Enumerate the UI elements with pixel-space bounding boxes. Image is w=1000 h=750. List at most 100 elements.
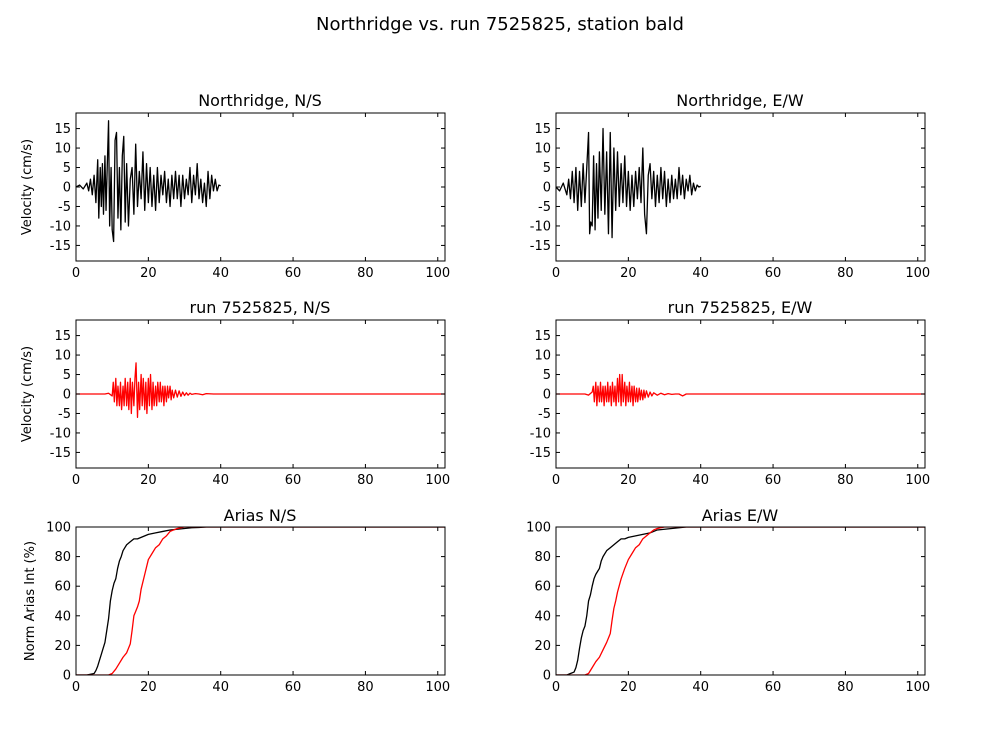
y-tick-label: 15 (534, 329, 551, 344)
panel-title: run 7525825, N/S (190, 298, 331, 317)
y-tick-label: 60 (534, 580, 551, 595)
x-tick-label: 80 (837, 680, 854, 695)
y-axis-label: Norm Arias Int (%) (23, 541, 38, 661)
x-tick-label: 60 (765, 473, 782, 488)
y-tick-label: 40 (54, 609, 71, 624)
x-tick-label: 80 (357, 680, 374, 695)
x-tick-label: 20 (620, 473, 637, 488)
y-tick-label: 10 (54, 142, 71, 157)
y-tick-label: -15 (530, 239, 551, 254)
y-tick-label: -15 (50, 446, 71, 461)
panel-title: run 7525825, E/W (668, 298, 813, 317)
y-tick-label: 0 (543, 181, 551, 196)
y-tick-label: 10 (534, 142, 551, 157)
y-tick-label: 60 (54, 580, 71, 595)
x-tick-label: 40 (692, 680, 709, 695)
y-tick-label: -5 (58, 200, 71, 215)
x-tick-label: 60 (765, 266, 782, 281)
y-tick-label: 100 (46, 521, 71, 536)
y-tick-label: 0 (63, 181, 71, 196)
x-tick-label: 20 (620, 680, 637, 695)
panel-title: Arias N/S (224, 506, 297, 525)
y-tick-label: 10 (54, 349, 71, 364)
y-tick-label: 15 (534, 122, 551, 137)
x-tick-label: 20 (140, 266, 157, 281)
x-tick-label: 40 (212, 266, 229, 281)
x-tick-label: 40 (212, 473, 229, 488)
y-tick-label: 5 (543, 368, 551, 383)
x-tick-label: 0 (72, 680, 80, 695)
x-tick-label: 60 (285, 266, 302, 281)
y-tick-label: -5 (58, 407, 71, 422)
y-tick-label: 0 (63, 669, 71, 684)
panel-run-ew: run 7525825, E/W 0 20 40 60 80 100 15 10 5 0 -5 -10… (530, 298, 930, 488)
y-tick-label: 100 (526, 521, 551, 536)
x-tick-label: 0 (552, 473, 560, 488)
x-tick-label: 100 (905, 680, 930, 695)
y-tick-label: 20 (534, 639, 551, 654)
x-tick-label: 100 (425, 473, 450, 488)
x-tick-label: 40 (692, 473, 709, 488)
y-tick-label: -5 (538, 200, 551, 215)
x-tick-label: 0 (552, 266, 560, 281)
series-line-0 (556, 127, 701, 239)
y-tick-label: 40 (534, 609, 551, 624)
figure-title: Northridge vs. run 7525825, station bald (316, 14, 684, 35)
x-tick-label: 80 (357, 266, 374, 281)
panel-northridge-ew: Northridge, E/W 0 20 40 60 80 100 15 10 5 0 -5 -10 -… (530, 91, 930, 281)
axes-frame (555, 526, 926, 676)
y-tick-label: 5 (63, 161, 71, 176)
series-line-0 (76, 120, 221, 243)
y-tick-label: -10 (530, 426, 551, 441)
x-tick-label: 60 (285, 680, 302, 695)
axes-frame (75, 526, 446, 676)
panel-arias-ew: Arias E/W 0 20 40 60 80 100 100 80 60 40 20 0 (526, 506, 930, 695)
panel-title: Northridge, E/W (676, 91, 804, 110)
y-tick-label: 0 (63, 388, 71, 403)
y-tick-label: 20 (54, 639, 71, 654)
series-line-0 (556, 527, 925, 675)
x-tick-label: 0 (552, 680, 560, 695)
y-tick-label: 80 (534, 550, 551, 565)
y-tick-label: 5 (63, 368, 71, 383)
y-tick-label: 15 (54, 329, 71, 344)
x-tick-label: 100 (905, 473, 930, 488)
x-tick-label: 100 (425, 680, 450, 695)
y-tick-label: -15 (50, 239, 71, 254)
y-axis-label: Velocity (cm/s) (20, 139, 35, 235)
x-tick-label: 80 (357, 473, 374, 488)
x-tick-label: 40 (692, 266, 709, 281)
y-tick-label: 80 (54, 550, 71, 565)
x-tick-label: 20 (620, 266, 637, 281)
panel-arias-ns: Arias N/S Norm Arias Int (%) 0 20 40 60 80 10… (23, 506, 450, 695)
x-tick-label: 100 (905, 266, 930, 281)
y-tick-label: -10 (50, 219, 71, 234)
panel-northridge-ns: Northridge, N/S Velocity (cm/s) 0 20 40 60 8… (20, 91, 450, 281)
x-tick-label: 80 (837, 266, 854, 281)
panel-run-ns: run 7525825, N/S Velocity (cm/s) 0 20 40 60… (20, 298, 450, 488)
x-tick-label: 80 (837, 473, 854, 488)
x-tick-label: 60 (285, 473, 302, 488)
y-axis-label: Velocity (cm/s) (20, 346, 35, 442)
y-tick-label: 5 (543, 161, 551, 176)
y-tick-label: 10 (534, 349, 551, 364)
panel-title: Northridge, N/S (198, 91, 322, 110)
x-tick-label: 0 (72, 473, 80, 488)
series-line-1 (556, 527, 925, 675)
x-tick-label: 0 (72, 266, 80, 281)
x-tick-label: 40 (212, 680, 229, 695)
y-tick-label: 0 (543, 388, 551, 403)
series-line-0 (76, 362, 445, 419)
y-tick-label: -10 (50, 426, 71, 441)
y-tick-label: 15 (54, 122, 71, 137)
y-tick-label: 0 (543, 669, 551, 684)
x-tick-label: 20 (140, 473, 157, 488)
y-tick-label: -10 (530, 219, 551, 234)
x-tick-label: 20 (140, 680, 157, 695)
x-tick-label: 60 (765, 680, 782, 695)
x-tick-label: 100 (425, 266, 450, 281)
y-tick-label: -15 (530, 446, 551, 461)
panel-title: Arias E/W (702, 506, 779, 525)
